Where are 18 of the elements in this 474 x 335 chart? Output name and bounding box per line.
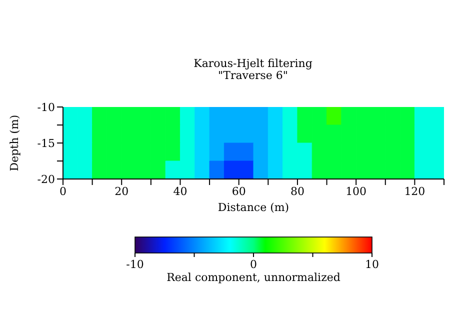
x-tick-label: 20 (114, 184, 129, 198)
y-tick-label: -10 (37, 100, 55, 114)
chart-title: Karous-Hjelt filtering (192, 57, 314, 70)
x-tick-label: 80 (290, 184, 304, 198)
y-axis-title: Depth (m) (8, 114, 21, 172)
color-bar-label: 10 (365, 258, 379, 271)
color-bar-label: -10 (126, 258, 144, 271)
chart-subtitle: "Traverse 6" (218, 69, 288, 82)
x-tick-label: 60 (232, 184, 246, 198)
x-tick-label: 120 (404, 184, 426, 198)
x-tick-label: 40 (173, 184, 188, 198)
y-tick-label: -20 (37, 172, 55, 186)
y-tick-label: -15 (37, 136, 55, 150)
color-bar-label: 0 (250, 258, 257, 271)
color-bar-title: Real component, unnormalized (166, 271, 340, 284)
x-tick-label: 100 (346, 184, 367, 198)
x-tick-label: 0 (60, 184, 66, 198)
x-axis-title: Distance (m) (218, 201, 290, 214)
